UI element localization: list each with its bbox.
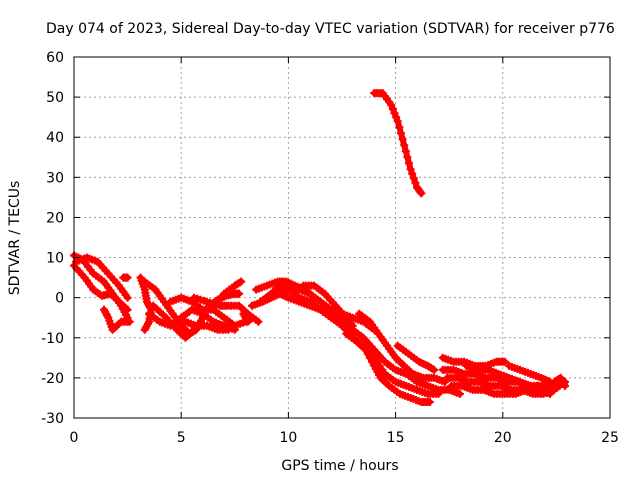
y-tick-label: -20 — [41, 371, 64, 387]
data-point-marker — [224, 325, 233, 334]
x-tick-label: 10 — [279, 430, 297, 446]
x-axis-label: GPS time / hours — [281, 458, 398, 474]
data-point-marker — [430, 365, 439, 374]
data-point-marker — [387, 101, 396, 110]
series-track-32 — [505, 361, 554, 386]
data-series — [70, 89, 569, 406]
series-track-15 — [239, 309, 256, 326]
data-point-marker — [237, 277, 246, 286]
data-point-marker — [368, 357, 376, 366]
data-point-marker — [411, 178, 420, 187]
series-track-31 — [462, 361, 554, 398]
data-point-marker — [425, 398, 434, 406]
chart-title: Day 074 of 2023, Sidereal Day-to-day VTE… — [46, 21, 615, 37]
y-tick-label: -10 — [41, 331, 64, 347]
grid-lines — [74, 57, 610, 418]
series-track-26 — [393, 341, 439, 374]
series-track-10 — [166, 293, 250, 330]
data-point-marker — [392, 113, 401, 122]
y-tick-label: 10 — [46, 251, 64, 267]
series-track-33 — [550, 373, 569, 390]
series-track-11 — [181, 317, 233, 334]
data-point-marker — [400, 141, 409, 150]
data-point-marker — [455, 389, 464, 398]
data-point-marker — [403, 153, 412, 162]
x-tick-label: 25 — [601, 430, 619, 446]
y-tick-label: -30 — [41, 411, 64, 427]
data-point-marker — [561, 381, 569, 390]
data-point-marker — [248, 313, 256, 322]
data-point-marker — [235, 289, 244, 298]
x-tick-label: 0 — [70, 430, 79, 446]
plot-frame — [73, 56, 611, 419]
data-point-marker — [405, 159, 413, 168]
data-point-marker — [395, 123, 404, 132]
y-tick-label: 30 — [46, 170, 64, 186]
series-track-23 — [355, 309, 449, 386]
data-point-marker — [388, 105, 397, 114]
data-point-marker — [417, 189, 426, 198]
data-point-marker — [401, 147, 410, 156]
y-tick-label: 60 — [46, 50, 64, 66]
series-track-24 — [342, 329, 434, 406]
y-tick-label: 40 — [46, 130, 64, 146]
data-point-marker — [409, 174, 418, 183]
axis-ticks: 0 5 10 15 20 25 -30 -20 -10 0 10 20 30 40 50 60 — [41, 50, 619, 446]
data-point-marker — [125, 317, 134, 326]
y-tick-label: 50 — [46, 90, 64, 106]
data-point-marker — [393, 117, 402, 126]
data-point-marker — [398, 135, 407, 144]
data-point-marker — [140, 325, 149, 334]
x-tick-label: 20 — [494, 430, 512, 446]
series-track-4 — [100, 305, 134, 334]
data-point-marker — [123, 305, 132, 314]
data-point-marker — [390, 109, 399, 118]
data-point-marker — [123, 273, 132, 282]
data-point-marker — [254, 317, 263, 326]
data-point-marker — [397, 129, 405, 138]
data-point-marker — [406, 165, 415, 174]
y-tick-label: 20 — [46, 210, 64, 226]
series-track-25 — [370, 89, 426, 198]
x-tick-label: 15 — [387, 430, 405, 446]
y-axis-label: SDTVAR / TECUs — [7, 181, 23, 296]
data-point-marker — [123, 293, 132, 302]
series-track-14 — [209, 277, 246, 310]
y-tick-label: 0 — [55, 291, 64, 307]
x-tick-label: 5 — [177, 430, 186, 446]
series-track-3 — [72, 253, 132, 302]
data-point-marker — [500, 357, 509, 366]
data-point-marker — [408, 169, 417, 178]
series-track-5 — [119, 273, 132, 282]
data-point-marker — [546, 389, 554, 398]
